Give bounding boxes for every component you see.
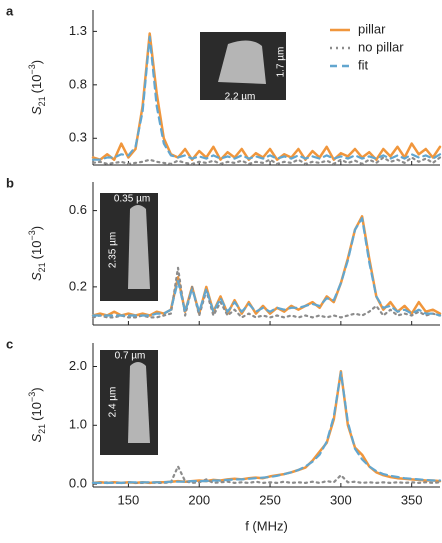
y-tick-label: 0.8 <box>69 76 87 91</box>
y-label-part: (10 <box>29 402 44 421</box>
x-tick-label: 200 <box>188 492 210 507</box>
y-label-part: S <box>29 106 44 115</box>
series-line <box>91 32 442 161</box>
y-label-part: −3 <box>27 230 37 240</box>
y-tick-label: 2.0 <box>69 358 87 373</box>
series-line <box>91 217 442 317</box>
y-tick-label: 1.0 <box>69 417 87 432</box>
panel-label: c <box>6 336 13 351</box>
y-label-part: ) <box>29 60 44 64</box>
annotation: 0.35 µm <box>114 194 150 205</box>
inset-pillar <box>128 205 150 289</box>
y-label-part: S <box>29 272 44 281</box>
y-label-part: (10 <box>29 241 44 260</box>
y-tick-label: 0.2 <box>69 278 87 293</box>
inset-pillar <box>218 40 266 84</box>
series-line <box>91 35 442 161</box>
series-line <box>91 465 442 484</box>
annotation: 2.35 µm <box>108 232 119 268</box>
y-tick-label: 0.0 <box>69 475 87 490</box>
annotation: 2.4 µm <box>108 387 119 418</box>
y-axis-label: S21 (10−3) <box>27 226 47 281</box>
x-tick-label: 250 <box>259 492 281 507</box>
panel-label: b <box>6 175 14 190</box>
legend-label: pillar <box>358 21 386 36</box>
y-axis-label: S21 (10−3) <box>27 387 47 442</box>
y-label-part: 21 <box>37 262 47 272</box>
y-label-part: ) <box>29 226 44 230</box>
legend-label: fit <box>358 57 369 72</box>
y-label-part: 21 <box>37 424 47 434</box>
y-tick-label: 0.3 <box>69 130 87 145</box>
x-tick-label: 300 <box>330 492 352 507</box>
y-label-part: −3 <box>27 392 37 402</box>
y-label-part: ) <box>29 387 44 391</box>
inset-pillar <box>128 362 150 443</box>
series-line <box>91 266 442 319</box>
x-tick-label: 150 <box>118 492 140 507</box>
panel-label: a <box>6 3 14 18</box>
y-label-part: 21 <box>37 96 47 106</box>
annotation: 1.7 µm <box>276 47 287 78</box>
x-tick-label: 350 <box>401 492 423 507</box>
legend-label: no pillar <box>358 39 404 54</box>
annotation: 0.7 µm <box>115 351 146 362</box>
series-line <box>91 371 442 484</box>
annotation: 2.2 µm <box>225 92 256 103</box>
series-line <box>91 156 442 165</box>
y-tick-label: 1.3 <box>69 23 87 38</box>
y-label-part: −3 <box>27 64 37 74</box>
y-axis-label: S21 (10−3) <box>27 60 47 115</box>
y-label-part: S <box>29 434 44 443</box>
x-axis-label: f (MHz) <box>245 518 288 533</box>
y-label-part: (10 <box>29 75 44 94</box>
y-tick-label: 0.6 <box>69 202 87 217</box>
